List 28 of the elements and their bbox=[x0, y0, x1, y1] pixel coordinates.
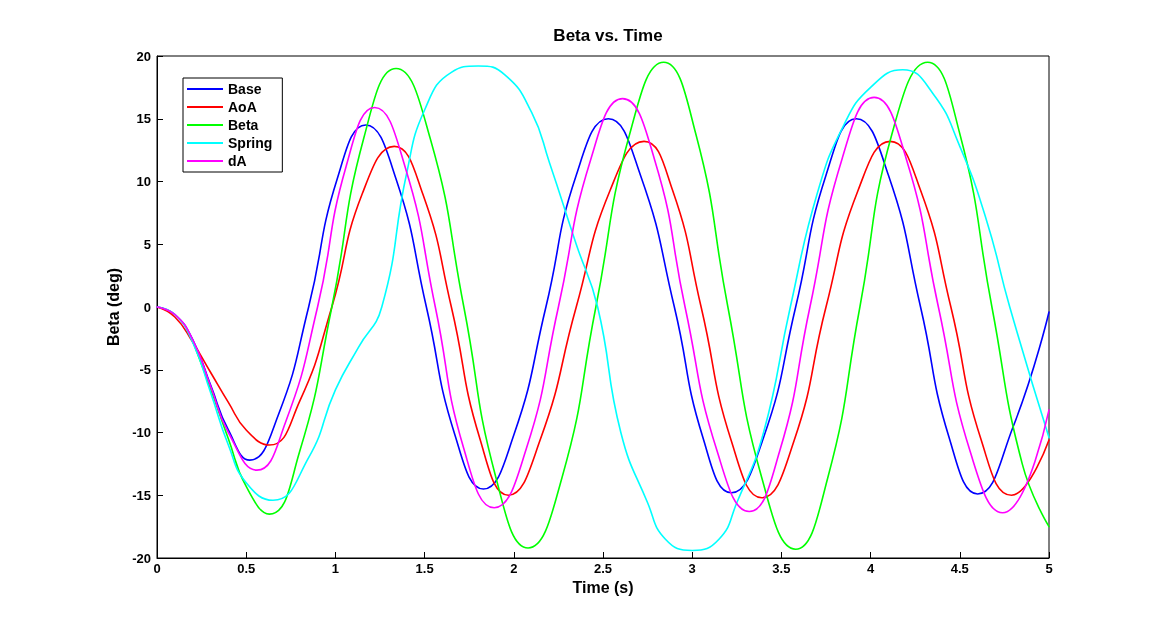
legend-label: AoA bbox=[228, 99, 257, 115]
legend-label: Spring bbox=[228, 135, 273, 151]
y-tick-label: 20 bbox=[136, 48, 151, 64]
x-tick-label: 0.5 bbox=[237, 561, 256, 576]
x-tick-label: 1 bbox=[331, 561, 340, 576]
x-tick-label: 3 bbox=[688, 561, 696, 576]
y-tick-label: 10 bbox=[136, 174, 151, 189]
x-tick-label: 3.5 bbox=[772, 561, 791, 576]
legend-label: dA bbox=[228, 153, 247, 169]
y-axis-title: Beta (deg) bbox=[104, 267, 122, 347]
y-tick-label: 0 bbox=[143, 299, 151, 315]
x-tick-label: 5 bbox=[1045, 561, 1053, 576]
y-tick-label: 5 bbox=[143, 236, 151, 252]
x-tick-label: 2 bbox=[510, 561, 518, 576]
x-tick-label: 1.5 bbox=[415, 561, 434, 576]
x-tick-label: 2.5 bbox=[593, 561, 613, 576]
y-tick-label: -10 bbox=[132, 425, 151, 440]
y-tick-label: -5 bbox=[139, 362, 151, 378]
x-axis-title: Time (s) bbox=[572, 579, 634, 597]
y-tick-label: 15 bbox=[136, 111, 151, 127]
x-tick-label: 0 bbox=[153, 561, 161, 576]
chart-title: Beta vs. Time bbox=[553, 26, 663, 45]
y-tick-label: -20 bbox=[132, 550, 151, 566]
x-tick-label: 4.5 bbox=[950, 561, 969, 576]
legend-label: Beta bbox=[228, 117, 259, 133]
legend-label: Base bbox=[228, 81, 262, 97]
x-tick-label: 4 bbox=[866, 561, 875, 576]
y-tick-label: -15 bbox=[132, 487, 151, 503]
